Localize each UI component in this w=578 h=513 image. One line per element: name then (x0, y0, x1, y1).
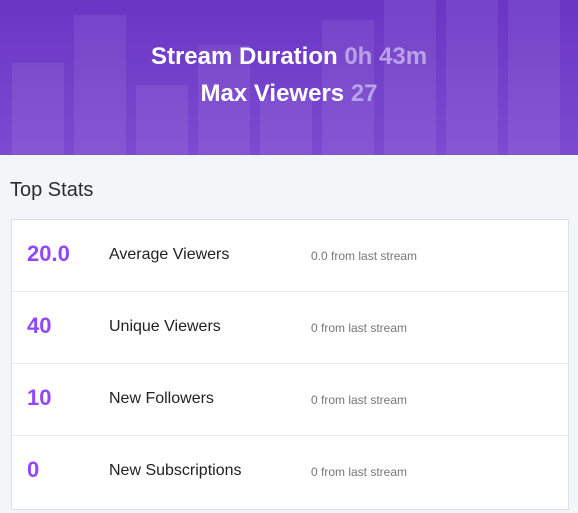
stat-row: 0 New Subscriptions 0 from last stream (12, 436, 568, 507)
stat-row: 40 Unique Viewers 0 from last stream (12, 292, 568, 364)
decor-bar (136, 85, 188, 155)
decor-bar (12, 63, 64, 155)
header-value: 27 (350, 80, 378, 107)
header-value: 0h 43m (344, 43, 428, 70)
decor-bar (384, 0, 436, 155)
stat-change: 0.0 from last stream (311, 249, 418, 263)
stat-row: 20.0 Average Viewers 0.0 from last stream (12, 220, 568, 292)
header-line: Max Viewers 27 (0, 80, 578, 108)
stat-value: 0 (27, 457, 40, 482)
stat-value: 20.0 (27, 241, 70, 266)
header-line: Stream Duration 0h 43m (0, 43, 578, 71)
header: Stream Duration 0h 43m Max Viewers 27 (0, 0, 578, 155)
decor-bar (198, 45, 250, 155)
decor-bar (260, 95, 312, 155)
stat-label: New Followers (109, 390, 214, 407)
stat-change: 0 from last stream (311, 465, 408, 479)
decor-bar (508, 0, 560, 155)
stats-card: 20.0 Average Viewers 0.0 from last stream 4… (11, 219, 569, 510)
decor-bar (446, 0, 498, 155)
stat-value: 10 (27, 385, 52, 410)
stat-label: Average Viewers (109, 246, 230, 263)
stat-change: 0 from last stream (311, 321, 408, 335)
section-title: Top Stats (10, 179, 94, 201)
stat-value: 40 (27, 313, 52, 338)
header-label: Max Viewers (200, 80, 345, 107)
decor-bar (322, 20, 374, 155)
decor-bar (74, 15, 126, 155)
stat-label: Unique Viewers (109, 318, 221, 335)
stat-row: 10 New Followers 0 from last stream (12, 364, 568, 436)
stat-change: 0 from last stream (311, 393, 408, 407)
header-label: Stream Duration (150, 43, 338, 70)
stat-label: New Subscriptions (109, 462, 242, 479)
